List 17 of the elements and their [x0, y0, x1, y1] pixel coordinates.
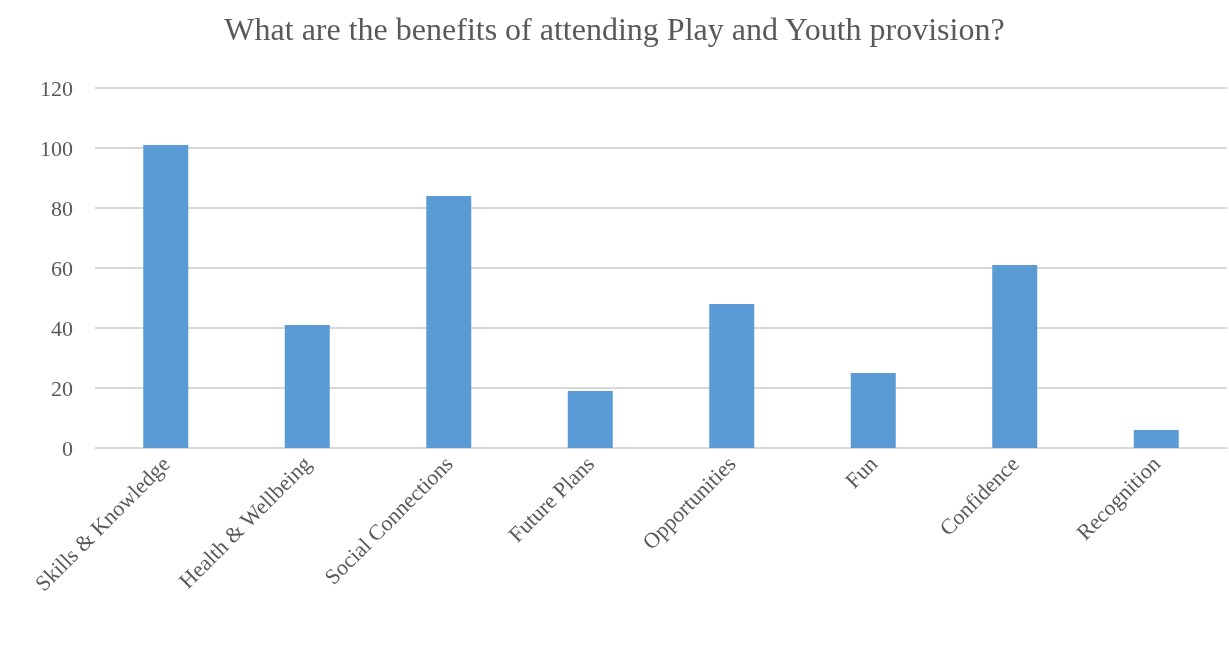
y-tick-label: 0	[62, 435, 73, 461]
bar	[709, 304, 755, 448]
y-tick-label: 40	[51, 315, 73, 341]
y-tick-label: 60	[51, 255, 73, 281]
x-tick-label: Fun	[840, 451, 883, 494]
bar	[426, 196, 472, 448]
bar	[284, 325, 330, 448]
chart-title: What are the benefits of attending Play and Youth provision?	[224, 11, 1005, 47]
bar	[143, 145, 189, 448]
bar	[567, 391, 613, 448]
y-tick-label: 80	[51, 195, 73, 221]
bar	[850, 373, 896, 448]
bar	[992, 265, 1038, 448]
y-tick-label: 100	[40, 135, 73, 161]
bar	[1133, 430, 1179, 448]
y-tick-label: 20	[51, 375, 73, 401]
y-tick-label: 120	[40, 75, 73, 101]
